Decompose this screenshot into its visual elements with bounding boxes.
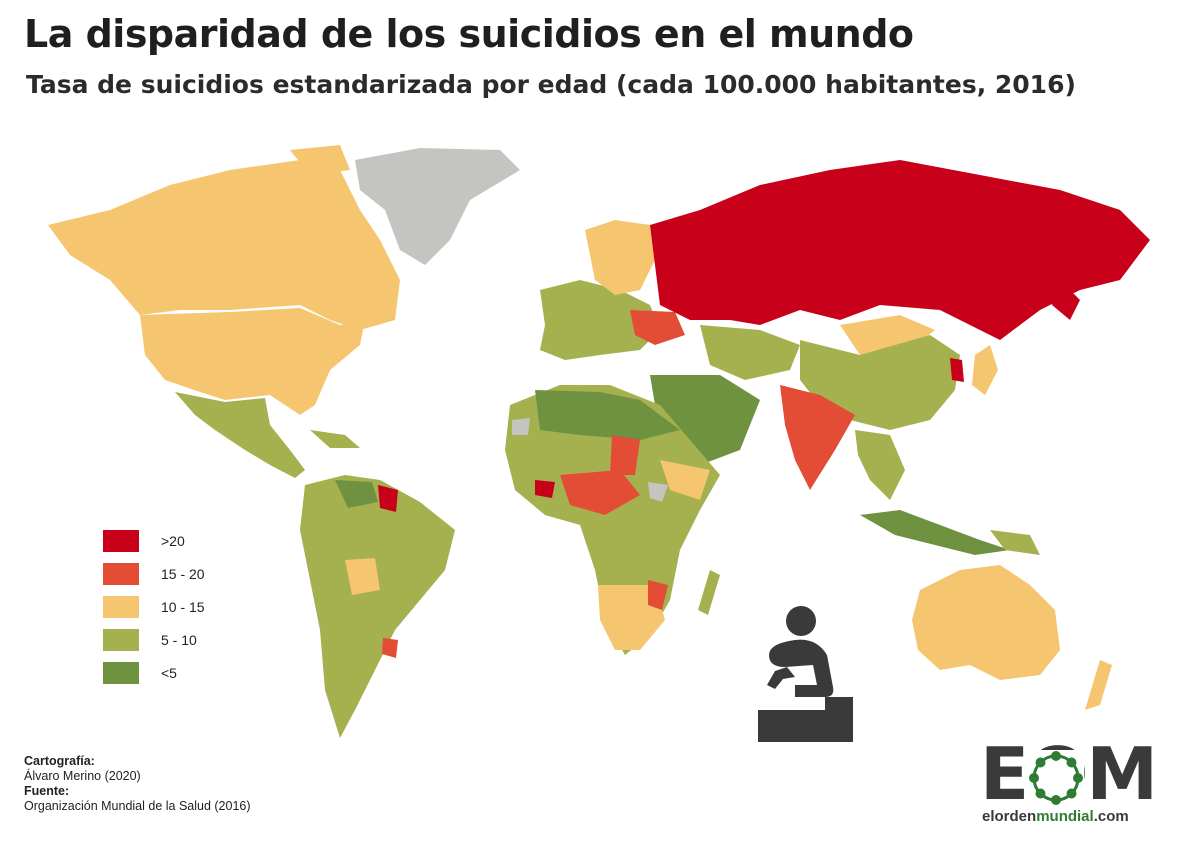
source-value: Organización Mundial de la Salud (2016)	[24, 799, 251, 813]
world-map	[48, 145, 1150, 738]
logo-url-prefix: elorden	[982, 808, 1037, 825]
region-papua	[990, 530, 1040, 555]
credits: Cartografía: Álvaro Merino (2020) Fuente…	[24, 754, 251, 814]
region-australia	[912, 565, 1060, 680]
legend-swatch	[103, 595, 139, 618]
region-russia	[650, 160, 1150, 340]
logo-url-bold: mundial	[1036, 808, 1094, 825]
region-indonesia	[860, 510, 1010, 555]
region-scandinavia	[585, 220, 655, 295]
region-mozambique	[648, 580, 668, 610]
region-southeast-asia	[855, 430, 905, 500]
region-usa	[140, 308, 365, 415]
page-title: La disparidad de los suicidios en el mun…	[24, 12, 914, 56]
region-venezuela	[335, 480, 378, 508]
region-chad	[610, 435, 640, 475]
map-legend: >20 15 - 20 10 - 15 5 - 10 <5	[103, 524, 205, 689]
region-china	[800, 335, 960, 430]
cartography-value: Álvaro Merino (2020)	[24, 769, 141, 783]
legend-item: 15 - 20	[103, 557, 205, 590]
legend-label: <5	[161, 664, 177, 681]
region-canada	[48, 160, 400, 330]
region-caribbean	[310, 430, 360, 448]
legend-item: <5	[103, 656, 205, 689]
region-japan	[972, 345, 998, 395]
legend-item: 5 - 10	[103, 623, 205, 656]
region-horn-africa	[660, 460, 710, 500]
region-mexico	[175, 392, 305, 478]
eom-logo: EOM elordenmundial.com	[980, 738, 1170, 830]
region-central-asia	[700, 325, 800, 380]
region-north-africa	[535, 390, 680, 440]
seated-person-icon	[758, 606, 853, 742]
logo-url-suffix: .com	[1093, 808, 1129, 825]
legend-swatch	[103, 529, 139, 552]
region-eastern-europe	[630, 310, 685, 345]
region-somalia	[648, 482, 668, 502]
legend-label: 15 - 20	[161, 565, 205, 582]
logo-o-dots	[1028, 750, 1084, 806]
region-europe	[540, 280, 660, 360]
legend-label: 5 - 10	[161, 631, 197, 648]
region-west-africa	[560, 470, 640, 515]
logo-url: elordenmundial.com	[982, 808, 1129, 825]
region-guyana	[378, 485, 398, 512]
legend-label: 10 - 15	[161, 598, 205, 615]
region-india	[780, 385, 855, 490]
region-korea	[950, 358, 964, 382]
region-madagascar	[698, 570, 720, 615]
legend-label: >20	[161, 532, 185, 549]
source-label: Fuente:	[24, 784, 70, 798]
legend-item: >20	[103, 524, 205, 557]
region-uruguay	[382, 638, 398, 658]
region-greenland	[355, 148, 520, 265]
legend-swatch	[103, 562, 139, 585]
legend-swatch	[103, 628, 139, 651]
legend-item: 10 - 15	[103, 590, 205, 623]
cartography-label: Cartografía:	[24, 754, 95, 768]
page-subtitle: Tasa de suicidios estandarizada por edad…	[26, 70, 1076, 99]
region-south-america	[300, 475, 455, 738]
region-bolivia	[345, 558, 380, 595]
region-arctic-islands	[185, 145, 350, 225]
region-new-zealand	[1085, 660, 1112, 710]
legend-swatch	[103, 661, 139, 684]
region-ivory-coast	[535, 480, 555, 498]
region-russia-east	[1052, 280, 1080, 320]
region-western-sahara	[512, 418, 530, 435]
